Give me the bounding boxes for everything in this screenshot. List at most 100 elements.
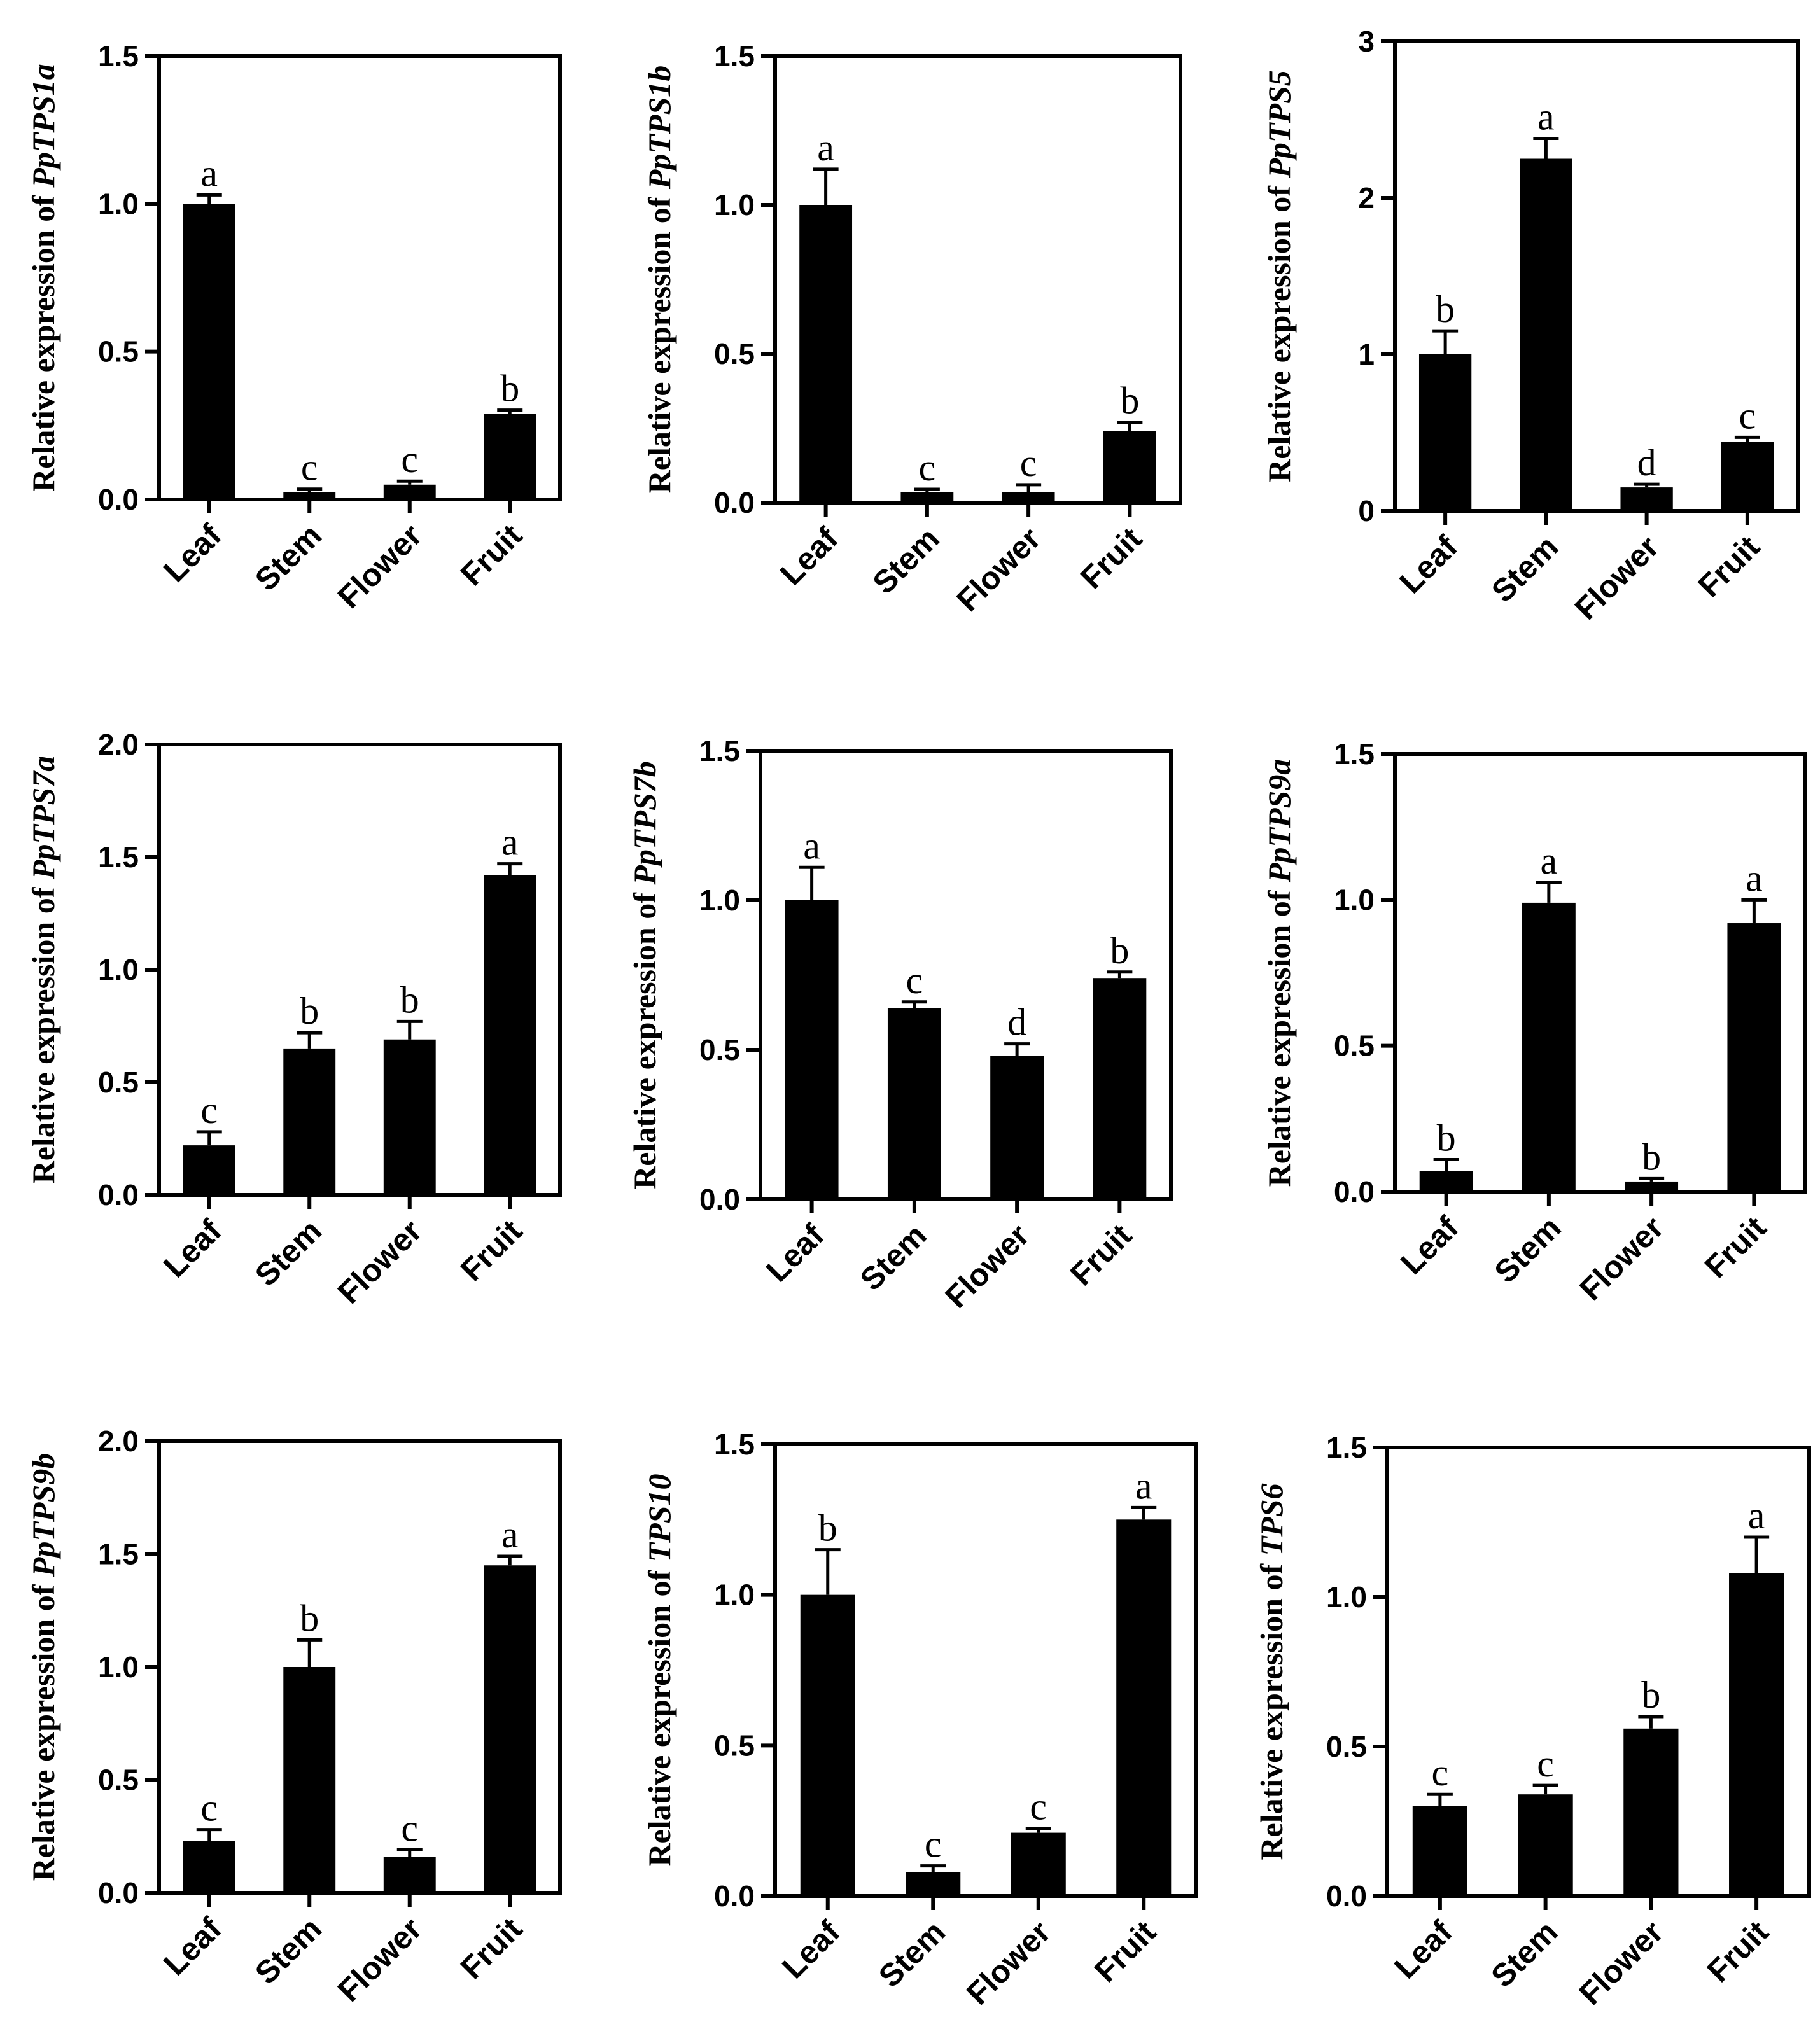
y-tick-label: 0.0 (1334, 1175, 1375, 1208)
y-axis-label-prefix: Relative expression of (627, 885, 662, 1189)
y-axis-label-prefix: Relative expression of (1261, 178, 1297, 482)
significance-letter: c (1020, 442, 1037, 484)
significance-letter: b (818, 1507, 837, 1549)
bar-leaf (183, 1841, 235, 1893)
y-axis-label-prefix: Relative expression of (1254, 1556, 1289, 1860)
significance-letter: c (1739, 394, 1756, 436)
x-tick-label: Fruit (1063, 1217, 1138, 1292)
significance-letter: c (1030, 1786, 1047, 1828)
x-tick-label: Fruit (454, 1911, 529, 1986)
y-axis-label: Relative expression of PpTPS1a (25, 64, 61, 492)
x-tick-label: Stem (1485, 529, 1565, 609)
x-tick-label: Fruit (1691, 529, 1767, 604)
y-axis-label-prefix: Relative expression of (25, 188, 61, 492)
x-tick-label: Flower (949, 520, 1047, 618)
x-tick-label: Flower (1572, 1210, 1670, 1307)
y-tick-label: 3 (1358, 25, 1375, 58)
significance-letter: a (803, 825, 820, 867)
bar-flower (383, 484, 436, 499)
x-tick-label: Leaf (773, 520, 845, 592)
y-tick-label: 1.5 (1326, 1431, 1367, 1464)
y-tick-label: 0.0 (714, 486, 755, 519)
y-tick-label: 0.0 (699, 1183, 740, 1216)
significance-letter: c (401, 438, 418, 480)
significance-letter: d (1637, 442, 1656, 484)
x-tick-label: Fruit (1074, 520, 1149, 596)
bar-leaf (799, 205, 853, 503)
y-axis-label-gene: PpTPS5 (1261, 70, 1297, 178)
x-tick-label: Leaf (157, 1213, 228, 1285)
x-tick-label: Stem (872, 1914, 952, 1994)
x-tick-label: Fruit (454, 517, 529, 592)
chart-panel-PpTPS9a: 0.0 0.5 1.0 1.5 Relative expression of PpTPS… (1261, 737, 1807, 1307)
significance-letter: b (1437, 1117, 1456, 1159)
bar-stem (1522, 902, 1576, 1192)
significance-letter: b (300, 990, 319, 1032)
y-axis-label: Relative expression of PpTPS1b (641, 66, 677, 494)
plot-frame (157, 54, 562, 501)
significance-letter: b (500, 368, 519, 410)
x-tick-label: Flower (1568, 529, 1666, 627)
plot-frame (1385, 1446, 1811, 1898)
y-tick-label: 1.0 (1334, 883, 1375, 916)
bar-flower (990, 1056, 1044, 1199)
y-tick-label: 0.0 (714, 1879, 755, 1913)
significance-letter: c (401, 1808, 418, 1850)
significance-letter: a (1541, 840, 1558, 882)
bar-stem (283, 1048, 336, 1195)
plot-frame (759, 749, 1173, 1201)
significance-letter: b (400, 979, 419, 1021)
bar-fruit (1103, 431, 1156, 503)
chart-panel-PpTPS9b: 0.0 0.5 1.0 1.5 2.0 Relative expression of Pp… (25, 1425, 562, 2009)
significance-letter: b (1110, 930, 1129, 972)
chart-panel-TPS10: 0.0 0.5 1.0 1.5 Relative expression of TPS10… (641, 1428, 1198, 2012)
y-tick-label: 1.5 (1334, 737, 1375, 770)
x-tick-label: Stem (866, 520, 946, 601)
plot-frame (773, 1442, 1198, 1898)
y-axis-label-gene: PpTPS7a (25, 756, 61, 880)
significance-letter: c (200, 1787, 218, 1829)
x-tick-label: Flower (960, 1914, 1058, 2012)
significance-letter: a (501, 1514, 519, 1556)
x-tick-label: Stem (248, 517, 328, 597)
bar-fruit (1727, 923, 1781, 1192)
x-tick-label: Fruit (1698, 1210, 1773, 1285)
y-axis-label: Relative expression of TPS10 (641, 1474, 677, 1866)
x-tick-label: Fruit (1700, 1914, 1775, 1989)
plot-frame (1393, 39, 1800, 513)
y-tick-label: 2.0 (98, 1425, 139, 1458)
x-tick-label: Stem (248, 1213, 328, 1293)
bar-stem (900, 492, 954, 503)
x-tick-label: Fruit (454, 1213, 529, 1288)
bar-fruit (484, 1565, 536, 1893)
x-tick-label: Leaf (1394, 1210, 1466, 1281)
x-tick-label: Stem (1484, 1914, 1564, 1994)
significance-letter: a (1746, 857, 1763, 899)
y-axis-label-prefix: Relative expression of (641, 1562, 677, 1866)
x-tick-label: Flower (1572, 1914, 1670, 2012)
y-tick-label: 1.0 (98, 1650, 139, 1684)
y-tick-label: 0 (1358, 494, 1375, 527)
y-axis-label-gene: TPS10 (641, 1474, 677, 1562)
chart-panel-TPS6: 0.0 0.5 1.0 1.5 Relative expression of TPS6 c… (1254, 1431, 1811, 2012)
y-tick-label: 1.5 (714, 1428, 755, 1461)
y-tick-label: 1.0 (98, 187, 139, 220)
y-tick-label: 0.5 (699, 1033, 740, 1066)
x-tick-label: Stem (853, 1217, 934, 1297)
significance-letter: a (501, 821, 519, 863)
y-axis-label-prefix: Relative expression of (1261, 882, 1297, 1187)
bar-leaf (1418, 354, 1472, 511)
bar-flower (1002, 492, 1055, 503)
bar-flower (1623, 1728, 1679, 1896)
chart-panel-PpTPS1a: 0.0 0.5 1.0 1.5 Relative expression of PpTPS… (25, 39, 562, 615)
bar-flower (1011, 1832, 1066, 1896)
plot-frame (1393, 752, 1807, 1194)
x-tick-label: Leaf (759, 1217, 831, 1289)
bar-fruit (1729, 1573, 1784, 1896)
significance-letter: b (1641, 1674, 1660, 1716)
y-axis-label: Relative expression of PpTPS7a (25, 756, 61, 1184)
significance-letter: a (200, 152, 218, 194)
y-axis-label-gene: PpTPS9a (1261, 759, 1297, 883)
significance-letter: b (300, 1597, 319, 1639)
